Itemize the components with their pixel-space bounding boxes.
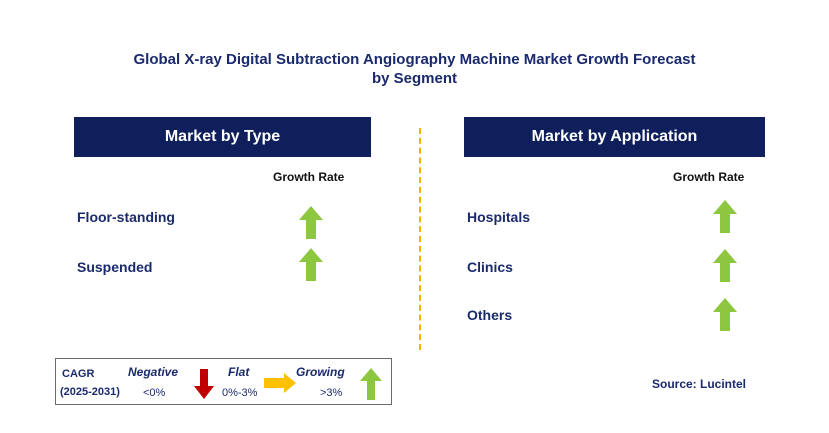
application-item-others: Others	[467, 307, 513, 323]
legend-period: (2025-2031)	[60, 386, 120, 398]
application-item-hospitals: Hospitals	[467, 209, 531, 225]
type-item-floor-standing: Floor-standing	[77, 209, 175, 225]
cagr-legend: CAGR (2025-2031) Negative <0% Flat 0%-3%…	[55, 358, 392, 405]
type-panel-header: Market by Type	[74, 117, 371, 157]
legend-cagr-label: CAGR	[62, 368, 95, 380]
legend-flat-label: Flat	[228, 365, 250, 379]
growing-arrow-icon	[360, 368, 382, 400]
legend-growing-range: >3%	[320, 387, 343, 399]
application-item-clinics: Clinics	[467, 259, 513, 275]
growing-arrow-icon	[713, 298, 737, 331]
legend-negative-range: <0%	[143, 387, 166, 399]
application-panel-header: Market by Application	[464, 117, 765, 157]
flat-arrow-icon	[264, 373, 296, 393]
negative-arrow-icon	[194, 369, 214, 399]
legend-negative-label: Negative	[128, 365, 179, 379]
growing-arrow-icon	[713, 200, 737, 233]
growing-arrow-icon	[299, 248, 323, 281]
growing-arrow-icon	[299, 206, 323, 239]
legend-flat-range: 0%-3%	[222, 387, 258, 399]
chart-title: Global X-ray Digital Subtraction Angiogr…	[0, 50, 829, 88]
type-growth-rate-label: Growth Rate	[273, 170, 345, 184]
title-line-2: by Segment	[371, 70, 458, 87]
application-growth-rate-label: Growth Rate	[673, 170, 745, 184]
source-label: Source: Lucintel	[652, 377, 747, 391]
legend-growing-label: Growing	[296, 365, 345, 379]
title-line-1: Global X-ray Digital Subtraction Angiogr…	[133, 51, 696, 68]
panel-divider	[419, 128, 421, 350]
growing-arrow-icon	[713, 249, 737, 282]
type-item-suspended: Suspended	[77, 259, 153, 275]
